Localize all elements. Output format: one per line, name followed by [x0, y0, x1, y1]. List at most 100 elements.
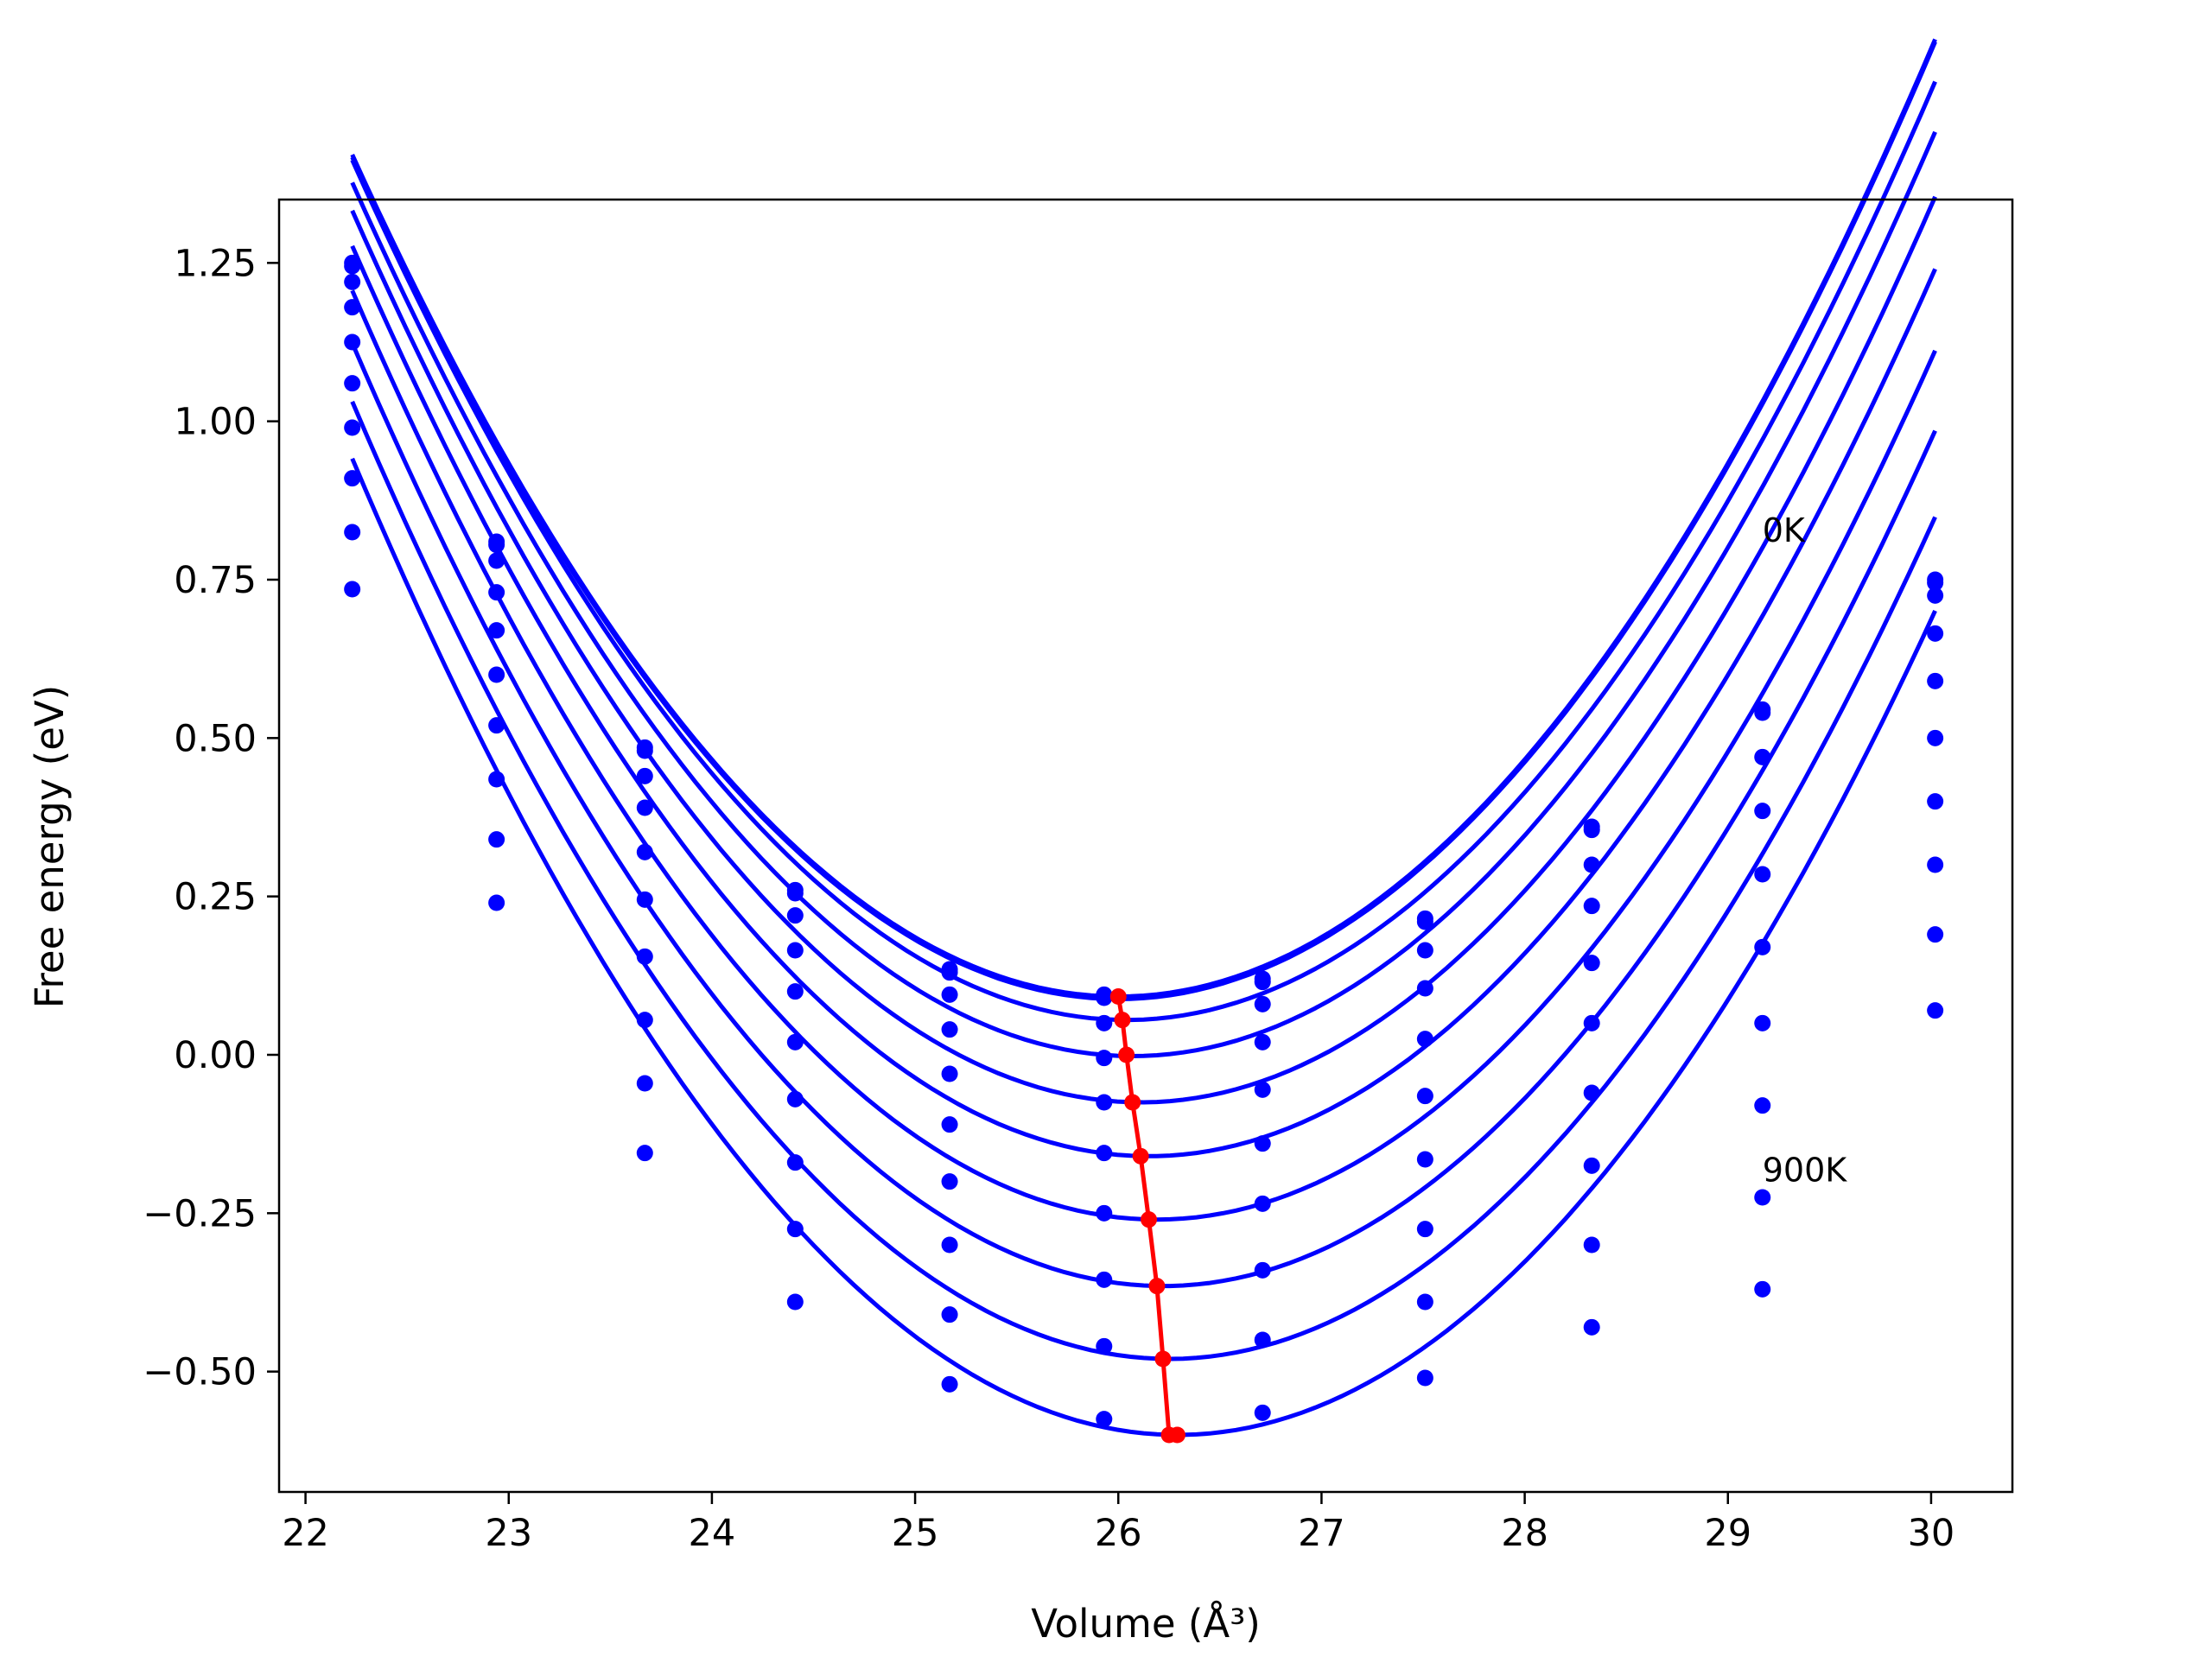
data-point-800K — [1096, 1337, 1113, 1355]
data-point-700K — [1254, 1261, 1271, 1279]
x-tick-label: 25 — [892, 1512, 939, 1555]
data-point-300K — [1254, 1033, 1271, 1050]
data-point-300K — [941, 1021, 958, 1038]
x-tick-label: 22 — [282, 1512, 329, 1555]
data-point-700K — [1927, 856, 1944, 873]
data-point-100K — [344, 257, 361, 275]
x-axis: 22 23 24 25 26 27 28 29 30 — [282, 1492, 1955, 1555]
data-point-400K — [636, 843, 653, 860]
data-point-200K — [1583, 856, 1600, 873]
data-point-800K — [1754, 1189, 1771, 1206]
data-point-100K — [1096, 989, 1113, 1006]
data-point-500K — [1254, 1135, 1271, 1152]
data-point-900K — [941, 1375, 958, 1393]
data-point-500K — [344, 375, 361, 392]
data-point-300K — [786, 942, 804, 959]
x-tick-label: 23 — [485, 1512, 532, 1555]
data-point-400K — [1416, 1031, 1433, 1048]
data-point-500K — [1096, 1145, 1113, 1162]
y-tick-label: −0.25 — [143, 1192, 257, 1235]
x-tick-label: 30 — [1908, 1512, 1955, 1555]
data-point-500K — [1927, 729, 1944, 746]
data-point-400K — [488, 622, 505, 639]
fit-curve-900K — [350, 457, 1937, 1438]
data-point-800K — [1416, 1293, 1433, 1311]
data-point-400K — [1927, 672, 1944, 689]
data-point-400K — [1583, 955, 1600, 972]
equilibrium-point — [1132, 1147, 1149, 1165]
data-point-300K — [1583, 898, 1600, 915]
fit-curve-400K — [350, 195, 1937, 1105]
fit-curve-300K — [350, 130, 1937, 1059]
data-point-300K — [344, 299, 361, 316]
data-point-700K — [488, 771, 505, 788]
data-point-700K — [1754, 1097, 1771, 1114]
equilibrium-point — [1168, 1426, 1185, 1444]
y-tick-label: 0.00 — [174, 1034, 257, 1077]
data-point-900K — [1754, 1280, 1771, 1298]
data-point-600K — [636, 948, 653, 965]
data-point-400K — [1754, 866, 1771, 883]
data-point-200K — [1927, 587, 1944, 604]
data-point-500K — [1754, 938, 1771, 955]
plot-frame — [277, 198, 2014, 1494]
data-point-800K — [1927, 926, 1944, 943]
data-point-400K — [786, 983, 804, 1000]
data-point-300K — [1927, 625, 1944, 642]
data-point-200K — [1416, 942, 1433, 959]
data-point-900K — [344, 581, 361, 598]
data-point-900K — [1416, 1369, 1433, 1387]
data-point-200K — [1096, 1014, 1113, 1031]
equilibrium-series — [1109, 988, 1185, 1444]
x-axis-title: Volume (Å³) — [1031, 1601, 1261, 1647]
data-point-200K — [1754, 748, 1771, 765]
data-point-300K — [1096, 1050, 1113, 1067]
data-point-100K — [1927, 574, 1944, 592]
data-point-200K — [1254, 995, 1271, 1012]
data-point-400K — [1254, 1081, 1271, 1098]
data-point-700K — [786, 1154, 804, 1171]
data-point-700K — [1096, 1271, 1113, 1288]
data-point-300K — [1754, 803, 1771, 820]
data-point-300K — [488, 584, 505, 601]
y-axis: −0.50 −0.25 0.00 0.25 0.50 0.75 1.00 1.25 — [143, 242, 279, 1394]
data-point-600K — [344, 419, 361, 436]
data-point-200K — [636, 767, 653, 784]
data-point-700K — [1416, 1221, 1433, 1238]
data-point-600K — [488, 717, 505, 734]
data-point-600K — [786, 1090, 804, 1108]
annotation-900K: 900K — [1763, 1152, 1848, 1190]
x-tick-label: 26 — [1095, 1512, 1142, 1555]
data-point-100K — [1254, 974, 1271, 991]
data-point-100K — [1416, 913, 1433, 930]
data-point-500K — [1416, 1088, 1433, 1105]
equilibrium-point — [1118, 1046, 1135, 1063]
data-point-200K — [941, 986, 958, 1003]
data-point-600K — [1416, 1151, 1433, 1168]
equilibrium-line — [1116, 996, 1178, 1438]
data-point-900K — [636, 1145, 653, 1162]
annotation-0K: 0K — [1763, 511, 1806, 549]
plot-area — [279, 200, 2012, 1492]
data-point-100K — [488, 536, 505, 554]
data-point-900K — [1254, 1404, 1271, 1421]
data-point-600K — [1754, 1014, 1771, 1031]
data-point-800K — [636, 1075, 653, 1092]
y-tick-label: 0.75 — [174, 559, 257, 602]
data-point-900K — [488, 894, 505, 911]
data-point-700K — [941, 1236, 958, 1254]
data-markers — [344, 254, 1944, 1428]
data-point-800K — [786, 1221, 804, 1238]
fit-curve-700K — [350, 342, 1937, 1289]
data-point-300K — [1416, 980, 1433, 997]
data-point-900K — [1096, 1411, 1113, 1428]
data-point-700K — [344, 470, 361, 487]
data-point-600K — [1096, 1204, 1113, 1222]
y-tick-label: 0.50 — [174, 717, 257, 760]
data-point-800K — [488, 831, 505, 848]
annotations: 0K 900K — [1763, 511, 1848, 1190]
data-point-600K — [941, 1173, 958, 1190]
data-point-500K — [1583, 1014, 1600, 1031]
y-axis-title: Free energy (eV) — [27, 685, 73, 1008]
